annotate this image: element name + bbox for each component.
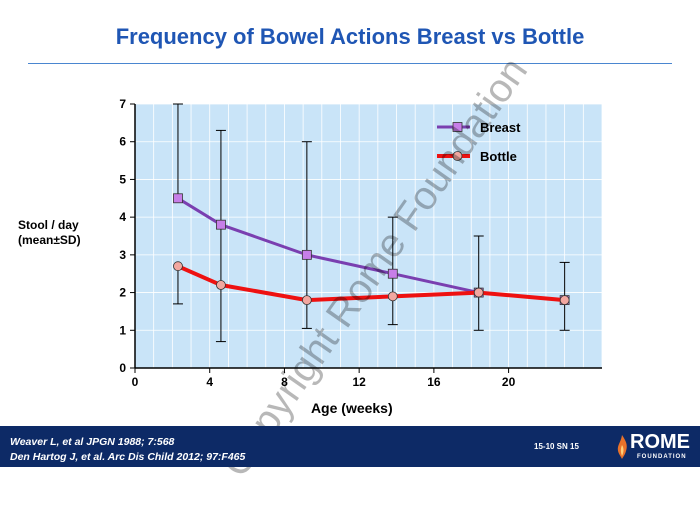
legend-label-breast: Breast [480, 120, 521, 135]
x-tick-label: 16 [427, 375, 441, 389]
x-tick-label: 20 [502, 375, 516, 389]
y-tick-label: 2 [119, 286, 126, 300]
logo-word: ROME [630, 431, 690, 453]
data-point-breast [216, 219, 226, 230]
data-point-breast [173, 193, 183, 204]
slide-title: Frequency of Bowel Actions Breast vs Bot… [115, 24, 585, 49]
data-point-breast [301, 249, 312, 260]
data-point-bottle [559, 295, 570, 306]
data-point-bottle [387, 291, 398, 302]
footer-bar [0, 426, 700, 467]
citation-1: Weaver L, et al JPGN 1988; 7:568 [10, 436, 175, 448]
slide-code: 15-10 SN 15 [534, 442, 579, 451]
legend-marker-bottle [452, 151, 463, 161]
y-tick-label: 0 [119, 361, 126, 375]
y-tick-label: 1 [119, 323, 126, 337]
data-point-bottle [173, 261, 183, 272]
y-axis-label-line-1: Stool / day [18, 218, 79, 232]
title-divider [28, 63, 672, 64]
y-tick-label: 3 [119, 248, 126, 262]
y-tick-label: 7 [119, 97, 126, 111]
series-line-bottle [177, 264, 565, 303]
data-point-breast [387, 268, 398, 279]
x-tick-label: 12 [352, 375, 366, 389]
y-tick-label: 5 [119, 172, 126, 186]
flame-icon [617, 435, 627, 459]
plot-area [135, 104, 602, 368]
legend-marker-breast [452, 122, 463, 132]
legend-label-bottle: Bottle [480, 149, 517, 164]
y-tick-label: 4 [119, 210, 126, 224]
x-tick-label: 8 [281, 375, 288, 389]
x-tick-label: 0 [132, 375, 139, 389]
data-point-bottle [473, 287, 484, 298]
y-tick-label: 6 [119, 135, 126, 149]
data-point-bottle [301, 295, 312, 306]
y-axis-label-line-2: (mean±SD) [18, 233, 81, 247]
y-axis-label: Stool / day (mean±SD) [18, 218, 118, 248]
rome-foundation-logo: ROME FOUNDATION [612, 430, 692, 464]
citation-2: Den Hartog J, et al. Arc Dis Child 2012;… [10, 451, 246, 463]
x-axis-label: Age (weeks) [311, 400, 393, 416]
data-point-bottle [216, 280, 226, 290]
x-tick-label: 4 [206, 375, 213, 389]
logo-subtitle: FOUNDATION [637, 454, 687, 460]
